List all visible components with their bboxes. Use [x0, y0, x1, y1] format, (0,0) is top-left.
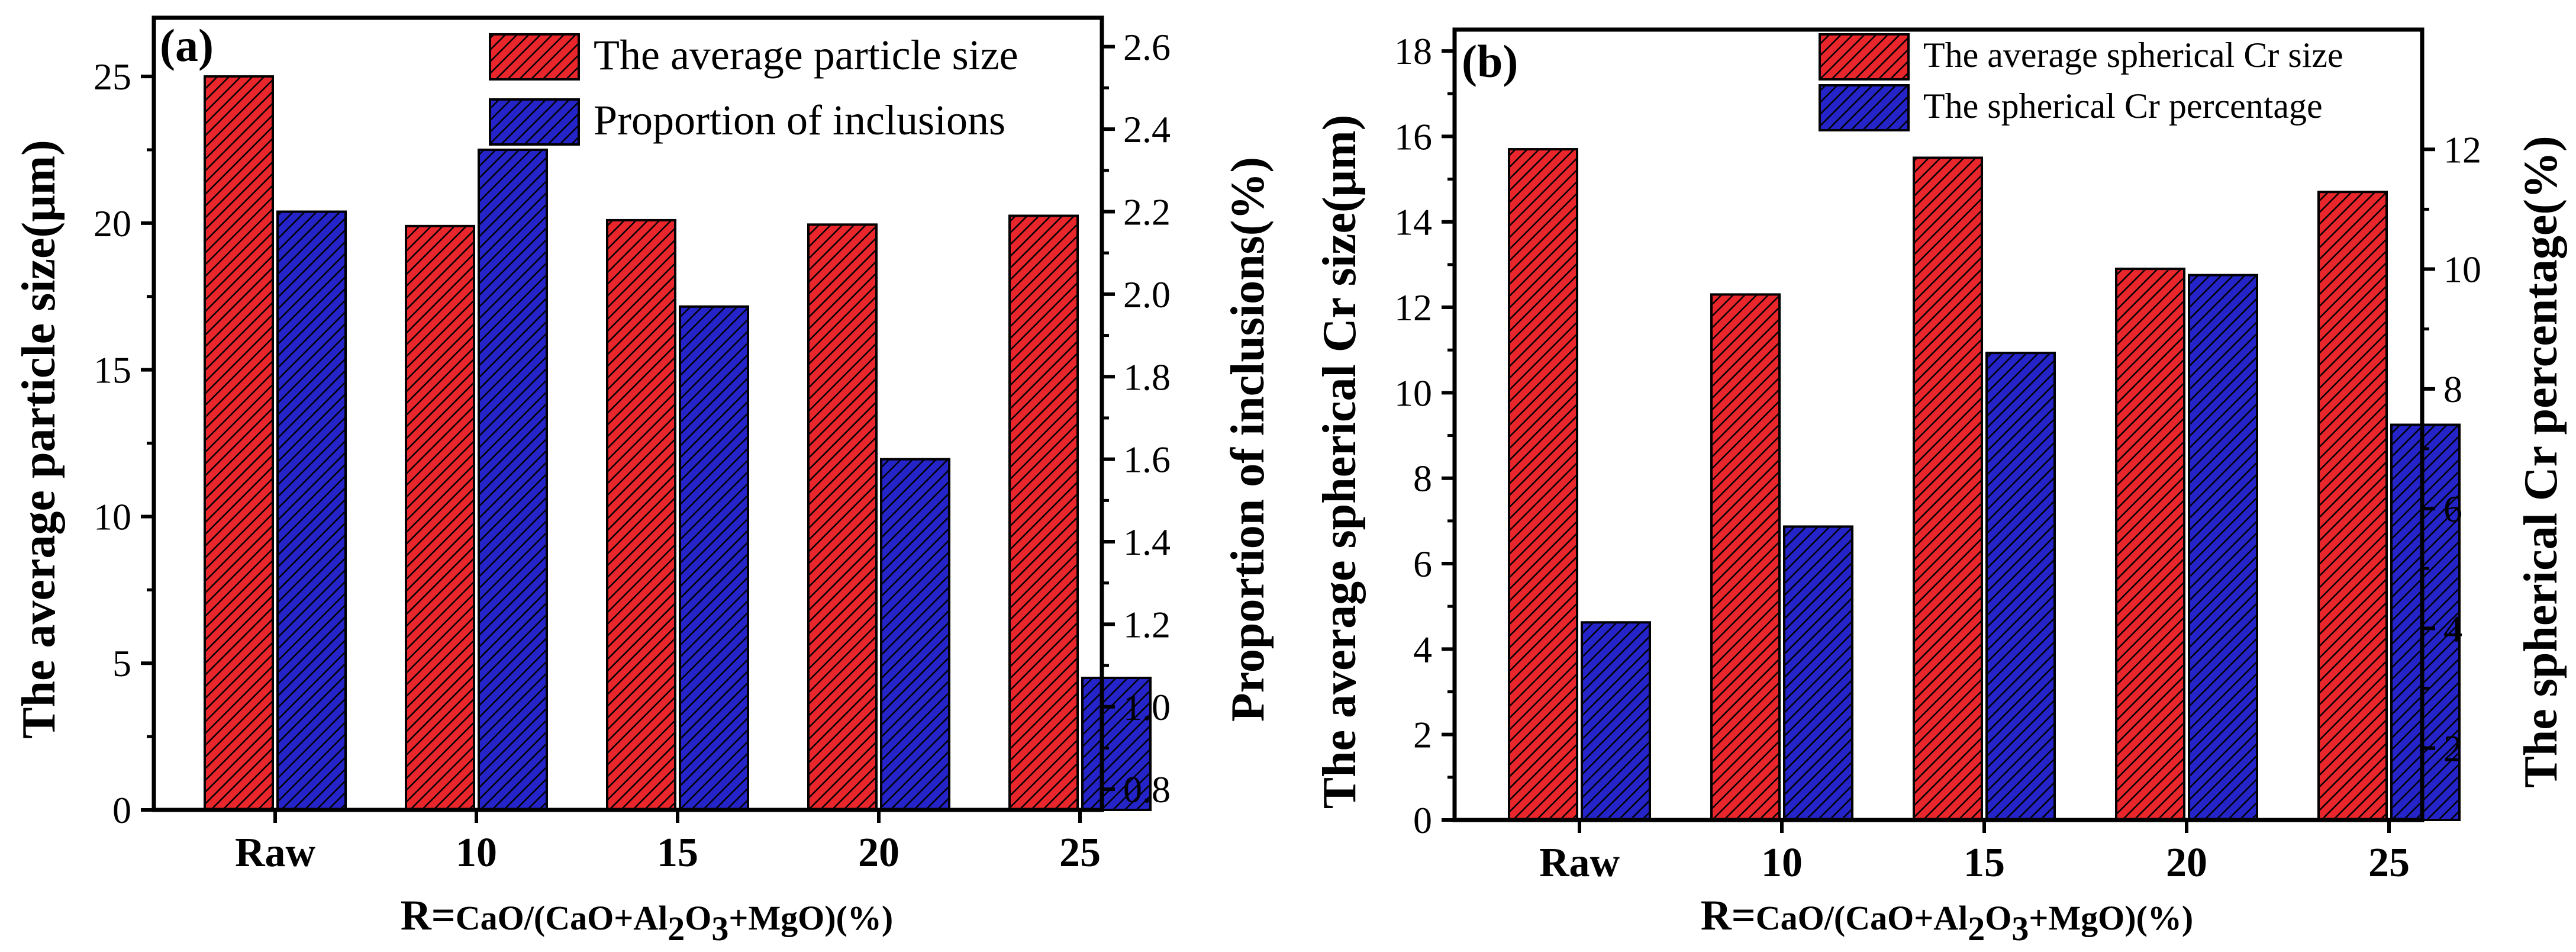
y2-tick-label: 12	[2443, 128, 2481, 171]
bar-series1-20	[2115, 268, 2185, 821]
bar-series2-25	[2390, 423, 2461, 821]
y-tick-label: 12	[1394, 287, 1432, 329]
y-tick-label: 15	[94, 349, 131, 391]
panel-b-label: (b)	[1462, 36, 1518, 87]
bar-series1-10	[1710, 293, 1781, 821]
panel-b: Raw 10 15 20 25 0 2 4 6 8 10 12 14 16 18 2 4 6 8 10 12 (b) T…	[1314, 27, 2567, 948]
legend-label-cr-percentage: The spherical Cr percentage	[1923, 86, 2323, 126]
x-tick-label: Raw	[235, 830, 316, 876]
panel-b-plot-frame	[1452, 27, 2425, 822]
y-tick-label: 5	[112, 642, 131, 684]
y-tick-label: 0	[1413, 799, 1432, 841]
bar-series1-25	[1008, 214, 1079, 811]
panel-b-y2-axis-title: The spherical Cr percentage(%)	[2515, 136, 2567, 787]
bar-series2-15	[679, 305, 749, 811]
y-tick-label: 20	[94, 202, 131, 245]
legend-label-cr-size: The average spherical Cr size	[1923, 36, 2343, 75]
y-tick-label: 2	[1413, 714, 1432, 756]
y2-tick-label: 1.6	[1123, 439, 1171, 481]
panel-b-ticks: Raw 10 15 20 25 0 2 4 6 8 10 12 14 16 18 2 4 6 8 10 12	[1394, 30, 2481, 886]
y-tick-label: 4	[1413, 628, 1432, 670]
bar-series2-10	[478, 149, 548, 811]
bar-series1-25	[2317, 191, 2388, 822]
x-tick-label: 10	[456, 830, 497, 876]
x-tick-label: 25	[1059, 830, 1101, 876]
bar-series1-20	[807, 223, 878, 812]
y2-tick-label: 8	[2443, 368, 2462, 410]
panel-b-x-axis-title: R=CaO/(CaO+Al2O3+MgO)(%)	[1701, 892, 2194, 948]
bar-series2-raw	[1581, 621, 1651, 821]
bar-series1-15	[1913, 156, 1983, 822]
panel-a-legend: The average particle size Proportion of …	[489, 31, 1018, 146]
bar-series1-raw	[1508, 148, 1578, 821]
y2-tick-label: 1.4	[1123, 521, 1171, 563]
y-tick-label: 14	[1394, 201, 1432, 243]
y-tick-label: 10	[1394, 372, 1432, 414]
bar-series2-raw	[276, 210, 347, 811]
legend-swatch-inclusions	[489, 98, 580, 146]
bar-series2-20	[2188, 274, 2258, 821]
y2-tick-label: 1.8	[1123, 356, 1171, 398]
panel-b-legend: The average spherical Cr size The spheri…	[1819, 33, 2343, 131]
panel-a-label: (a)	[160, 20, 214, 71]
y2-tick-label: 1.0	[1123, 686, 1171, 728]
panel-b-y-axis-title: The average spherical Cr size(μm)	[1314, 115, 1366, 809]
bar-series1-raw	[204, 75, 274, 812]
panel-a-ticks: Raw 10 15 20 25 0 5 10 15 20 25 0.8 1.0 1.2 1.4 1.6 1.8 2…	[94, 26, 1171, 876]
y2-tick-label: 0.8	[1123, 768, 1171, 811]
y2-tick-label: 2	[2443, 728, 2462, 770]
y-tick-label: 10	[94, 496, 131, 538]
bar-series1-15	[606, 218, 676, 811]
panel-a: Raw 10 15 20 25 0 5 10 15 20 25 0.8 1.0 1.2 1.4 1.6 1.8 2…	[13, 15, 1274, 948]
legend-swatch-size	[489, 33, 580, 81]
x-tick-label: 20	[2166, 840, 2207, 886]
x-tick-label: 25	[2368, 840, 2410, 886]
x-tick-label: Raw	[1539, 840, 1620, 886]
x-tick-label: 20	[858, 830, 899, 876]
panel-b-bars	[1508, 148, 2461, 822]
x-tick-label: 15	[657, 830, 698, 876]
bar-series2-15	[1985, 352, 2056, 821]
y2-tick-label: 2.0	[1123, 274, 1171, 316]
panel-a-bars	[204, 75, 1152, 812]
legend-swatch-cr-size	[1819, 33, 1910, 81]
bar-series2-25	[1081, 677, 1152, 811]
panel-a-x-axis-title: R=CaO/(CaO+Al2O3+MgO)(%)	[401, 892, 894, 948]
y2-tick-label: 2.6	[1123, 26, 1171, 68]
y-tick-label: 25	[94, 56, 131, 98]
legend-swatch-cr-percentage	[1819, 84, 1910, 131]
y2-tick-label: 10	[2443, 249, 2481, 291]
y-tick-label: 0	[112, 789, 131, 831]
legend-label-inclusions: Proportion of inclusions	[594, 97, 1005, 144]
bar-series1-10	[405, 224, 475, 812]
bar-series2-10	[1783, 525, 1853, 821]
y-tick-label: 16	[1394, 115, 1432, 157]
bar-series2-20	[880, 458, 950, 811]
panel-a-y2-axis-title: Proportion of inclusions(%)	[1222, 157, 1274, 722]
y2-tick-label: 2.4	[1123, 108, 1171, 150]
panel-a-plot-frame	[151, 15, 1104, 812]
x-tick-label: 10	[1761, 840, 1803, 886]
panel-a-y-axis-title: The average particle size(μm)	[13, 140, 65, 739]
y2-tick-label: 4	[2443, 607, 2462, 649]
y2-tick-label: 6	[2443, 488, 2462, 530]
x-tick-label: 15	[1964, 840, 2005, 886]
y-tick-label: 8	[1413, 458, 1432, 500]
y2-tick-label: 2.2	[1123, 191, 1171, 233]
y2-tick-label: 1.2	[1123, 603, 1171, 645]
y-tick-label: 18	[1394, 30, 1432, 72]
legend-label-size: The average particle size	[594, 31, 1018, 79]
y-tick-label: 6	[1413, 543, 1432, 585]
